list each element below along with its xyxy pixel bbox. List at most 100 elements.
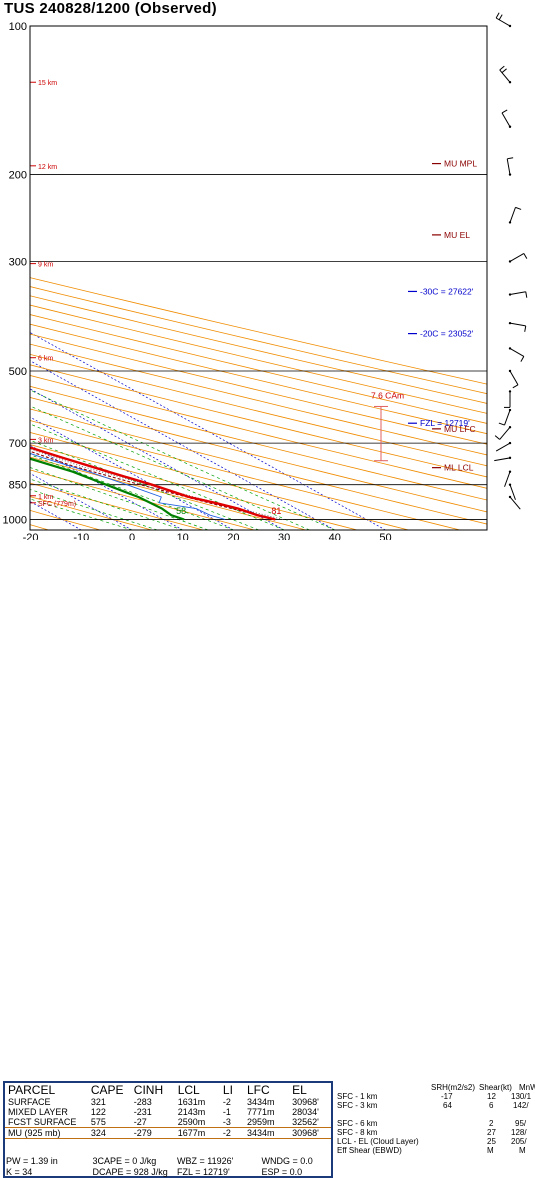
- dry-adiabat-line: [30, 385, 487, 501]
- col-parcel: PARCEL: [8, 1083, 56, 1097]
- x-tick-label: 20: [227, 532, 239, 540]
- dry-adiabat-line: [30, 353, 487, 467]
- cell: -27: [133, 1117, 147, 1127]
- dry-adiabat-line: [30, 408, 487, 525]
- wbz-value: WBZ = 11926': [177, 1156, 234, 1166]
- wind-barb-point: [508, 24, 512, 28]
- wind-barb-shaft: [501, 112, 511, 127]
- wind-barb-flag: [507, 157, 514, 160]
- wind-barb-point: [508, 456, 512, 460]
- mu-mpl-label: MU MPL: [444, 159, 477, 169]
- wind-barb-shaft: [509, 370, 519, 386]
- wind-barb-point: [508, 173, 512, 176]
- cell: 130/1: [511, 1092, 532, 1101]
- dry-adiabat-line: [30, 375, 487, 489]
- x-tick-label: 40: [329, 532, 341, 540]
- cell: 205/: [511, 1137, 527, 1146]
- table-row: SFC - 1 km -17 12 130/1: [337, 1092, 535, 1101]
- wind-barb-shaft: [509, 322, 526, 327]
- wind-barb-point: [508, 470, 512, 473]
- col-cinh: CINH: [133, 1083, 164, 1097]
- cell: 128/: [511, 1128, 527, 1137]
- wind-barb-shaft: [504, 471, 511, 487]
- cell: Eff Shear (EBWD): [337, 1146, 402, 1155]
- height-marker-label: 12 km: [38, 164, 57, 171]
- cell: 1677m: [174, 1127, 220, 1139]
- col-cape: CAPE: [90, 1083, 124, 1097]
- wind-barb-point: [508, 408, 512, 412]
- wind-barb-shaft: [509, 496, 521, 510]
- height-marker-label: 6 km: [38, 356, 53, 363]
- wind-barb-flag: [501, 68, 507, 74]
- dry-adiabat-line: [30, 420, 460, 530]
- cell: 28034': [292, 1107, 319, 1117]
- cell: SFC - 3 km: [337, 1101, 378, 1110]
- cell: 2143m: [177, 1107, 206, 1117]
- y-tick-label: 850: [9, 480, 27, 492]
- wind-barb-shaft: [495, 442, 511, 452]
- table-row: SURFACE 321 -283 1631m -2 3434m 30968': [5, 1097, 331, 1107]
- table-row: LCL - EL (Cloud Layer) 25 205/: [337, 1137, 535, 1146]
- height-marker-label: 3 km: [38, 437, 53, 444]
- cell: SFC - 8 km: [337, 1128, 378, 1137]
- wetbulb-trace: [30, 452, 226, 520]
- height-marker-label: SFC (779m): [38, 501, 76, 508]
- fzl-value: FZL = 12719': [177, 1167, 230, 1177]
- cape-bar-label: 7.6 CAm: [371, 390, 404, 400]
- cell: 2959m: [246, 1117, 275, 1127]
- cell: 7771m: [246, 1107, 275, 1117]
- wind-barb-point: [508, 347, 512, 350]
- dry-adiabat-line: [30, 482, 204, 530]
- surface-temperature-label: 81: [271, 506, 281, 516]
- isotherm-line: [30, 388, 285, 530]
- wind-barb-shaft: [509, 253, 525, 262]
- cell: 2590m: [177, 1117, 206, 1127]
- cell: -2: [222, 1097, 231, 1107]
- cell: LCL - EL (Cloud Layer): [337, 1137, 419, 1146]
- table-row: FCST SURFACE 575 -27 2590m -3 2959m 3256…: [5, 1117, 331, 1128]
- surface-dewpoint-label: 58: [176, 506, 186, 516]
- wind-barb-flag: [495, 12, 500, 19]
- dry-adiabat-line: [30, 304, 487, 414]
- shear-header-label: Shear(kt): [479, 1083, 512, 1092]
- wind-barb-shaft: [499, 426, 511, 440]
- isotherm-line: [30, 529, 31, 530]
- cell: 6: [489, 1101, 494, 1110]
- skewt-chart: 1002003005007008501000-30-20-10010203040…: [3, 12, 528, 540]
- col-li: LI: [222, 1083, 233, 1097]
- wind-barb-point: [508, 125, 512, 128]
- wind-barb-flag: [498, 422, 505, 426]
- wind-barb-point: [508, 81, 512, 84]
- cell: -17: [441, 1092, 453, 1101]
- table-row: SFC - 8 km 27 128/: [337, 1128, 535, 1137]
- wind-barb-flag: [520, 356, 525, 362]
- cell: 142/: [513, 1101, 529, 1110]
- wind-barb-shaft: [509, 484, 516, 500]
- table-row-most-unstable: MU (925 mb) 324 -279 1677m -2 3434m 3096…: [5, 1127, 331, 1139]
- wind-barb-flag: [498, 14, 503, 21]
- y-tick-label: 1000: [3, 515, 27, 527]
- mu-el-label: MU EL: [444, 230, 470, 240]
- col-lfc: LFC: [246, 1083, 270, 1097]
- temperature-trace: [30, 446, 276, 521]
- y-tick-label: 100: [9, 21, 27, 33]
- misc-indices: PW = 1.39 in 3CAPE = 0 J/kg WBZ = 11926'…: [6, 1156, 313, 1178]
- cape3-value: 3CAPE = 0 J/kg: [92, 1156, 157, 1166]
- cell: 575: [90, 1117, 106, 1127]
- dry-adiabat-line: [30, 444, 358, 530]
- wind-barb-point: [508, 495, 512, 499]
- dry-adiabat-line: [30, 456, 306, 530]
- moist-adiabat-line: [30, 478, 183, 530]
- x-tick-label: 30: [278, 532, 290, 540]
- wind-barb-shaft: [509, 207, 516, 223]
- moist-adiabat-line: [30, 389, 335, 530]
- cell: -231: [133, 1107, 152, 1117]
- wind-barb-flag: [525, 291, 528, 298]
- wind-barb-shaft: [506, 158, 511, 175]
- wind-barb-flag: [494, 435, 501, 440]
- cell: 3434m: [243, 1127, 290, 1139]
- cell: -2: [219, 1127, 244, 1139]
- chart-title: TUS 240828/1200 (Observed): [4, 0, 217, 17]
- moist-adiabat-line: [30, 498, 133, 530]
- x-tick-label: -20: [23, 532, 39, 540]
